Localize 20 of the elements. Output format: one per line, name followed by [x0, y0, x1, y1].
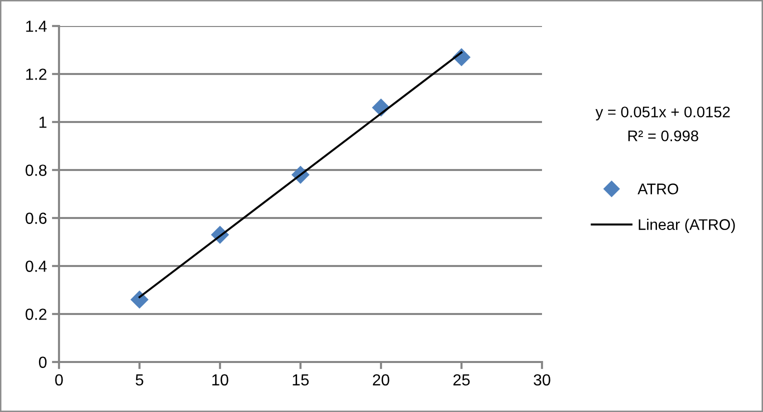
- y-tick-label: 0.4: [26, 260, 47, 272]
- x-tick-label: 5: [136, 374, 144, 386]
- y-tick-label: 0.8: [26, 164, 46, 176]
- x-tick-label: 30: [534, 374, 550, 386]
- y-tick-label: 1.2: [26, 68, 46, 80]
- y-tick-label: 0.6: [26, 212, 46, 224]
- text: y = 0.051x + 0.0152: [596, 106, 730, 120]
- text: R² = 0.998: [628, 130, 698, 142]
- y-tick-label: 1.4: [26, 20, 47, 32]
- x-tick-label: 15: [292, 374, 309, 386]
- y-tick-label: 1: [40, 116, 46, 128]
- x-tick-label: 20: [372, 374, 390, 386]
- legend-label: Linear (ATRO): [638, 218, 735, 233]
- x-tick-label: 0: [55, 374, 63, 386]
- y-tick-label: 0.2: [26, 308, 46, 320]
- x-tick-label: 10: [212, 374, 228, 386]
- x-tick-label: 25: [453, 374, 470, 386]
- y-tick-label: 0: [38, 356, 47, 368]
- point: [130, 290, 149, 309]
- legend-label: ATRO: [638, 184, 678, 194]
